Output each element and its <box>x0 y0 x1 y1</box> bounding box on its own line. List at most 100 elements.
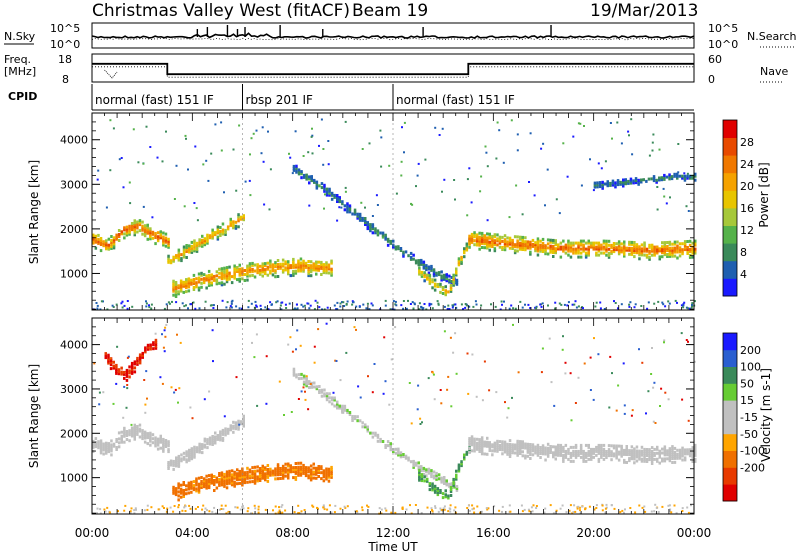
velocity-cell <box>513 445 517 449</box>
power-cell <box>412 253 415 257</box>
velocity-cell <box>162 449 165 453</box>
power-cell <box>694 172 697 176</box>
power-cell <box>441 292 445 295</box>
power-cell <box>159 230 162 234</box>
velocity-sparse-cell <box>645 412 647 415</box>
velocity-cell <box>389 446 392 450</box>
power-cell <box>284 266 287 270</box>
velocity-cell <box>146 436 149 440</box>
power-cell <box>264 262 267 266</box>
velocity-cell <box>541 448 545 452</box>
velocity-noise-cell <box>501 505 504 508</box>
velocity-noise-cell <box>449 510 452 513</box>
velocity-cell <box>297 373 301 377</box>
velocity-cell <box>92 441 95 445</box>
velocity-cell <box>138 423 142 427</box>
velocity-cell <box>175 462 178 466</box>
velocity-noise-cell <box>224 504 227 507</box>
velocity-cell <box>133 366 137 370</box>
velocity-cell <box>167 442 170 446</box>
power-cell <box>386 239 390 243</box>
velocity-cell <box>248 468 252 472</box>
velocity-cell <box>305 384 308 388</box>
power-cell <box>232 220 235 224</box>
velocity-cell <box>338 404 341 408</box>
velocity-cell <box>536 449 540 453</box>
velocity-cell <box>104 354 107 358</box>
power-noise-cell <box>405 307 408 310</box>
velocity-cell <box>590 451 593 455</box>
power-cell <box>503 238 507 242</box>
velocity-cell <box>441 496 445 500</box>
power-cell <box>614 183 617 187</box>
velocity-cell <box>663 445 667 449</box>
power-cell <box>549 240 552 244</box>
velocity-cell <box>206 440 209 444</box>
power-sparse-cell <box>307 151 310 154</box>
power-cell <box>309 260 313 264</box>
velocity-cell <box>177 456 181 460</box>
power-cell <box>643 249 646 253</box>
velocity-noise-cell <box>130 507 133 510</box>
power-cell <box>325 191 329 195</box>
velocity-noise-cell <box>686 506 689 509</box>
power-cell <box>445 277 448 281</box>
velocity-cell <box>397 451 400 455</box>
power-sparse-cell <box>441 127 444 130</box>
power-cell <box>201 240 204 244</box>
time-tick-label: 08:00 <box>275 526 310 540</box>
power-cell <box>241 271 244 275</box>
power-cell <box>182 280 185 284</box>
power-cell <box>624 180 627 184</box>
velocity-cell <box>195 481 198 485</box>
velocity-cell <box>552 445 555 449</box>
power-noise-cell <box>95 302 98 304</box>
velocity-cell <box>666 453 669 457</box>
velocity-cell <box>648 458 651 462</box>
power-cell <box>167 258 170 262</box>
velocity-cell <box>99 441 103 445</box>
velocity-cell <box>180 457 183 461</box>
velocity-cell <box>110 439 113 443</box>
velocity-cell <box>640 459 644 463</box>
velocity-cell <box>501 440 504 444</box>
velocity-cell <box>234 425 238 429</box>
power-cell <box>656 245 659 249</box>
power-cell <box>524 242 527 246</box>
velocity-cell <box>460 460 463 464</box>
power-cell <box>660 176 664 180</box>
power-cell <box>619 182 622 186</box>
power-cell <box>493 233 497 237</box>
velocity-cell <box>473 437 476 441</box>
power-cell <box>281 264 285 268</box>
power-cell <box>125 231 129 235</box>
velocity-cell <box>457 467 461 471</box>
velocity-cell <box>544 448 547 452</box>
power-cell <box>177 252 181 256</box>
power-cell <box>582 243 585 247</box>
velocity-cell <box>289 464 292 468</box>
velocity-cell <box>503 442 507 446</box>
power-cell <box>468 240 471 244</box>
power-cell <box>130 226 134 229</box>
velocity-cell <box>307 466 310 470</box>
power-sparse-cell <box>194 145 197 148</box>
velocity-cell <box>97 446 100 450</box>
velocity-cell <box>218 483 221 487</box>
velocity-cell <box>640 453 644 457</box>
power-cell <box>648 251 651 255</box>
velocity-noise-cell <box>595 507 598 509</box>
velocity-cell <box>663 459 667 463</box>
velocity-cell <box>562 449 565 453</box>
velocity-cell <box>141 353 144 357</box>
power-cell <box>666 253 669 256</box>
velocity-cell <box>361 425 364 429</box>
velocity-cell <box>99 445 103 449</box>
power-cell <box>149 233 152 237</box>
power-cell <box>620 250 623 254</box>
power-cell <box>136 224 139 228</box>
power-cell <box>258 264 262 268</box>
velocity-cell <box>213 483 216 486</box>
velocity-cell <box>187 483 191 487</box>
velocity-cell <box>648 450 651 454</box>
